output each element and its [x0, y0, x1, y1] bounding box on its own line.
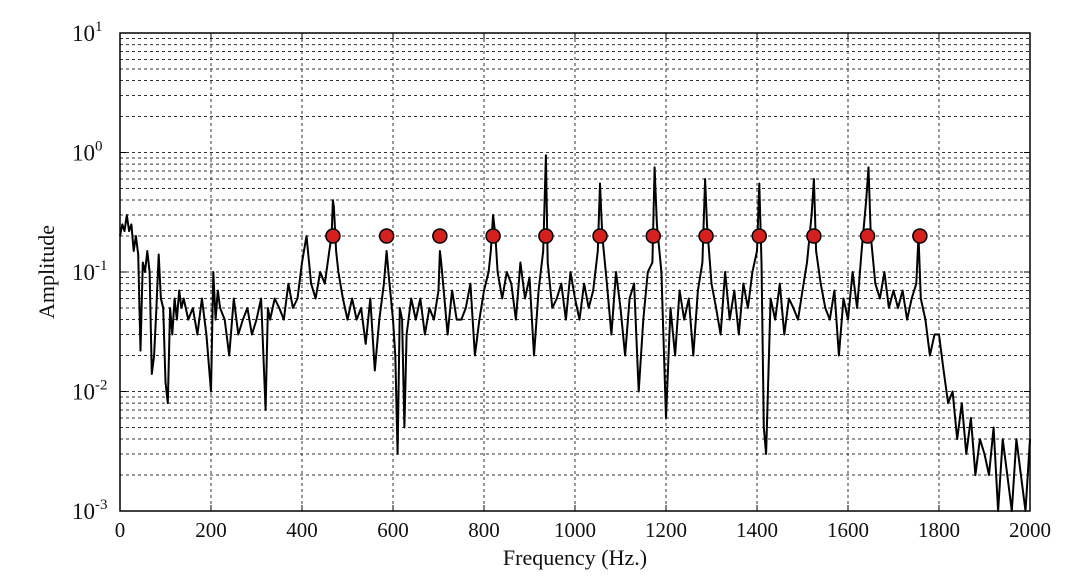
y-tick-label: 10-1 — [72, 258, 108, 285]
x-tick-label: 800 — [468, 518, 500, 542]
spectrum-series-line — [119, 154, 1031, 512]
peak-marker — [806, 228, 822, 244]
y-axis-title: Amplitude — [34, 225, 59, 319]
peak-marker — [859, 228, 876, 244]
x-tick-label: 1400 — [736, 518, 778, 542]
x-tick-label: 1000 — [554, 518, 596, 542]
peak-marker — [432, 228, 448, 244]
x-tick-label: 200 — [195, 518, 227, 542]
peak-marker — [751, 228, 768, 244]
peak-marker — [485, 228, 501, 244]
peak-marker — [592, 228, 608, 244]
peak-marker — [698, 228, 714, 244]
peak-marker — [645, 228, 662, 244]
x-tick-label: 400 — [286, 518, 318, 542]
y-tick-label: 100 — [72, 139, 103, 166]
x-tick-label: 600 — [377, 518, 409, 542]
y-tick-label: 10-3 — [72, 497, 108, 524]
peak-marker — [912, 228, 928, 244]
x-tick-label: 1800 — [918, 518, 960, 542]
grid-lines — [120, 33, 1030, 511]
y-tick-label: 101 — [72, 19, 103, 46]
spectrum-line — [119, 154, 1031, 512]
peak-marker — [378, 228, 395, 244]
x-tick-label: 2000 — [1009, 518, 1051, 542]
x-tick-label: 0 — [115, 518, 126, 542]
peak-markers — [325, 228, 928, 244]
x-tick-label: 1600 — [827, 518, 869, 542]
x-axis-title: Frequency (Hz.) — [503, 545, 647, 570]
x-tick-label: 1200 — [645, 518, 687, 542]
axis-ticks: 0 200 400 600 800 1000 1200 1400 1600 1800 2000 10-… — [72, 19, 1051, 542]
y-tick-label: 10-2 — [72, 378, 108, 405]
peak-marker — [325, 228, 341, 244]
peak-marker — [538, 228, 554, 244]
